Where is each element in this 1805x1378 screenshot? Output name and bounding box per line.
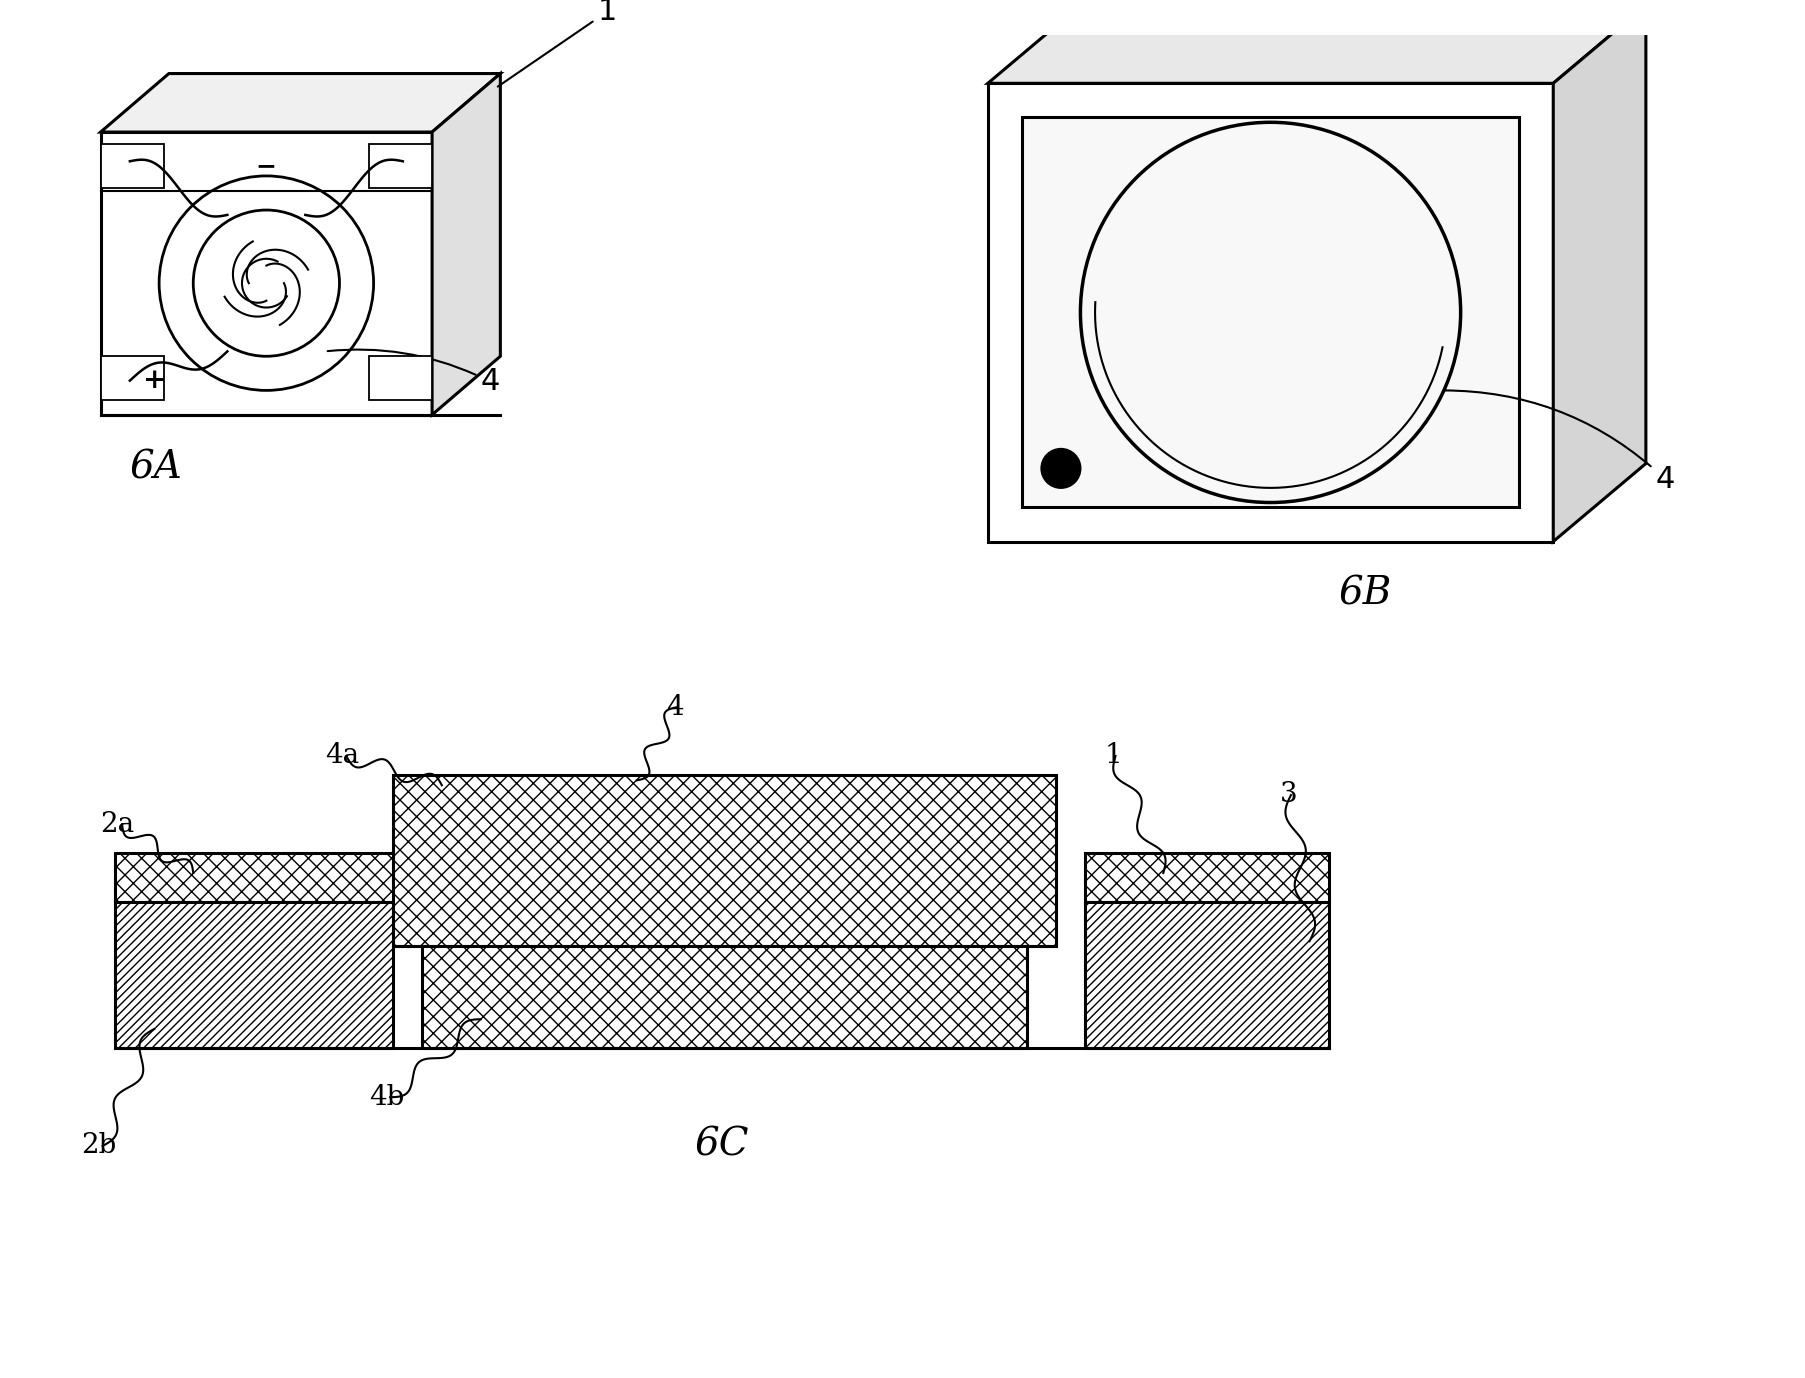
Bar [1085,903,1328,1049]
Bar [1022,117,1520,507]
Text: 1: 1 [1105,743,1123,769]
Polygon shape [101,73,500,132]
Text: +: + [143,367,166,394]
Text: 3: 3 [1280,781,1298,809]
Bar [116,853,393,903]
Bar [393,776,1056,947]
Bar [116,903,393,1049]
Text: 6A: 6A [130,449,182,486]
Text: 4: 4 [666,693,684,721]
Polygon shape [1554,6,1646,542]
Text: −: − [256,154,276,178]
Text: 1: 1 [498,0,617,87]
Polygon shape [987,6,1646,83]
Bar [368,357,431,400]
Circle shape [1041,449,1081,488]
Bar [101,357,164,400]
Bar [1085,853,1328,903]
Bar [422,947,1027,1049]
Text: 4: 4 [329,350,500,397]
Text: 4b: 4b [368,1083,404,1111]
Text: 4a: 4a [325,743,359,769]
Text: 6B: 6B [1339,576,1392,613]
Polygon shape [987,83,1554,542]
Bar [368,143,431,187]
Text: 6C: 6C [695,1127,749,1163]
Text: 4: 4 [1444,390,1675,493]
Bar [101,143,164,187]
Polygon shape [431,73,500,415]
Polygon shape [101,132,431,415]
Text: 2a: 2a [101,810,135,838]
Text: 2b: 2b [81,1133,116,1159]
